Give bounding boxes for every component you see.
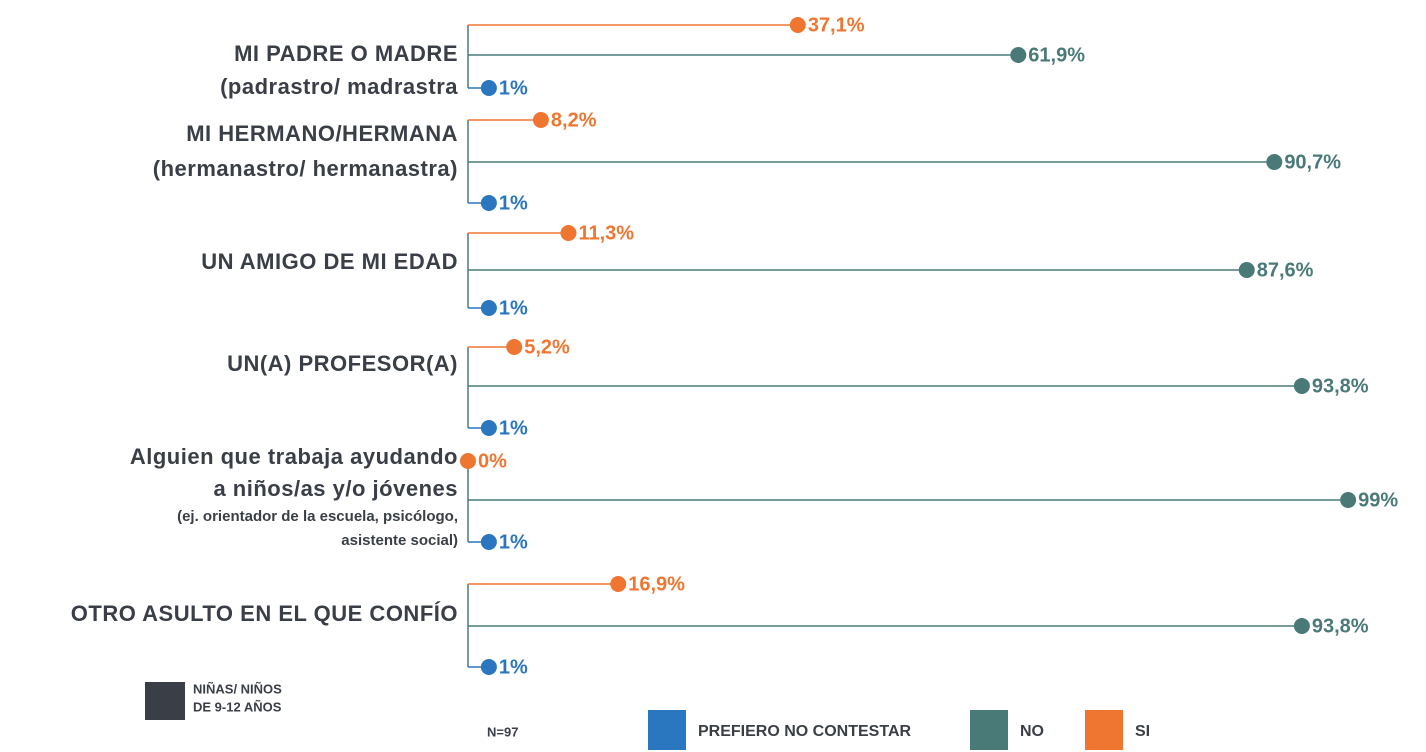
group-swatch <box>145 682 185 720</box>
value-label: 1% <box>499 656 528 678</box>
value-label: 0% <box>478 450 507 472</box>
value-label: 1% <box>499 531 528 553</box>
value-label: 61,9% <box>1028 44 1085 66</box>
value-label: 11,3% <box>578 222 634 244</box>
value-label: 16,9% <box>628 573 685 595</box>
category-label: (padrastro/ madrastra <box>220 74 458 99</box>
group-label: DE 9-12 AÑOS <box>193 699 282 714</box>
legend-label: SI <box>1135 723 1150 740</box>
value-label: 37,1% <box>808 14 865 36</box>
category-label: MI PADRE O MADRE <box>234 41 458 66</box>
category-label: OTRO ASULTO EN EL QUE CONFÍO <box>71 601 458 626</box>
category-label: UN AMIGO DE MI EDAD <box>201 249 458 274</box>
category-label: Alguien que trabaja ayudando <box>130 444 458 469</box>
value-label: 99% <box>1358 489 1398 511</box>
legend-swatch <box>648 710 686 750</box>
category-label: MI HERMANO/HERMANA <box>186 121 458 146</box>
dot <box>480 534 497 550</box>
category-label: UN(A) PROFESOR(A) <box>227 351 458 376</box>
dot <box>480 195 497 211</box>
dot <box>1010 47 1027 63</box>
dot <box>1293 618 1310 634</box>
dot <box>1340 492 1357 508</box>
value-label: 87,6% <box>1257 259 1314 281</box>
category-label: (hermanastro/ hermanastra) <box>153 156 458 181</box>
category-label: a niños/as y/o jóvenes <box>213 476 458 501</box>
dot <box>560 225 577 241</box>
category-note: (ej. orientador de la escuela, psicólogo… <box>177 508 458 525</box>
value-label: 1% <box>499 417 528 439</box>
dot <box>506 339 523 355</box>
dot <box>480 420 497 436</box>
legend-label: NO <box>1020 723 1044 740</box>
value-label: 93,8% <box>1312 615 1369 637</box>
dot <box>460 453 476 469</box>
dot <box>789 17 806 33</box>
dot <box>1238 262 1255 278</box>
dot <box>1293 378 1310 394</box>
legend-swatch <box>1085 710 1123 750</box>
value-label: 93,8% <box>1312 375 1369 397</box>
dot <box>480 659 497 675</box>
group-label: NIÑAS/ NIÑOS <box>193 681 282 696</box>
dot <box>480 80 497 96</box>
dot <box>532 112 549 128</box>
legend-swatch <box>970 710 1008 750</box>
legend-label: PREFIERO NO CONTESTAR <box>698 723 911 740</box>
value-label: 1% <box>499 297 528 319</box>
value-label: 1% <box>499 77 528 99</box>
sample-note: N=97 <box>487 724 518 739</box>
value-label: 90,7% <box>1284 151 1341 173</box>
dot <box>1266 154 1283 170</box>
value-label: 1% <box>499 192 528 214</box>
category-note: asistente social) <box>341 532 458 549</box>
value-label: 8,2% <box>551 109 597 131</box>
dot <box>480 300 497 316</box>
dot <box>610 576 627 592</box>
value-label: 5,2% <box>524 336 570 358</box>
